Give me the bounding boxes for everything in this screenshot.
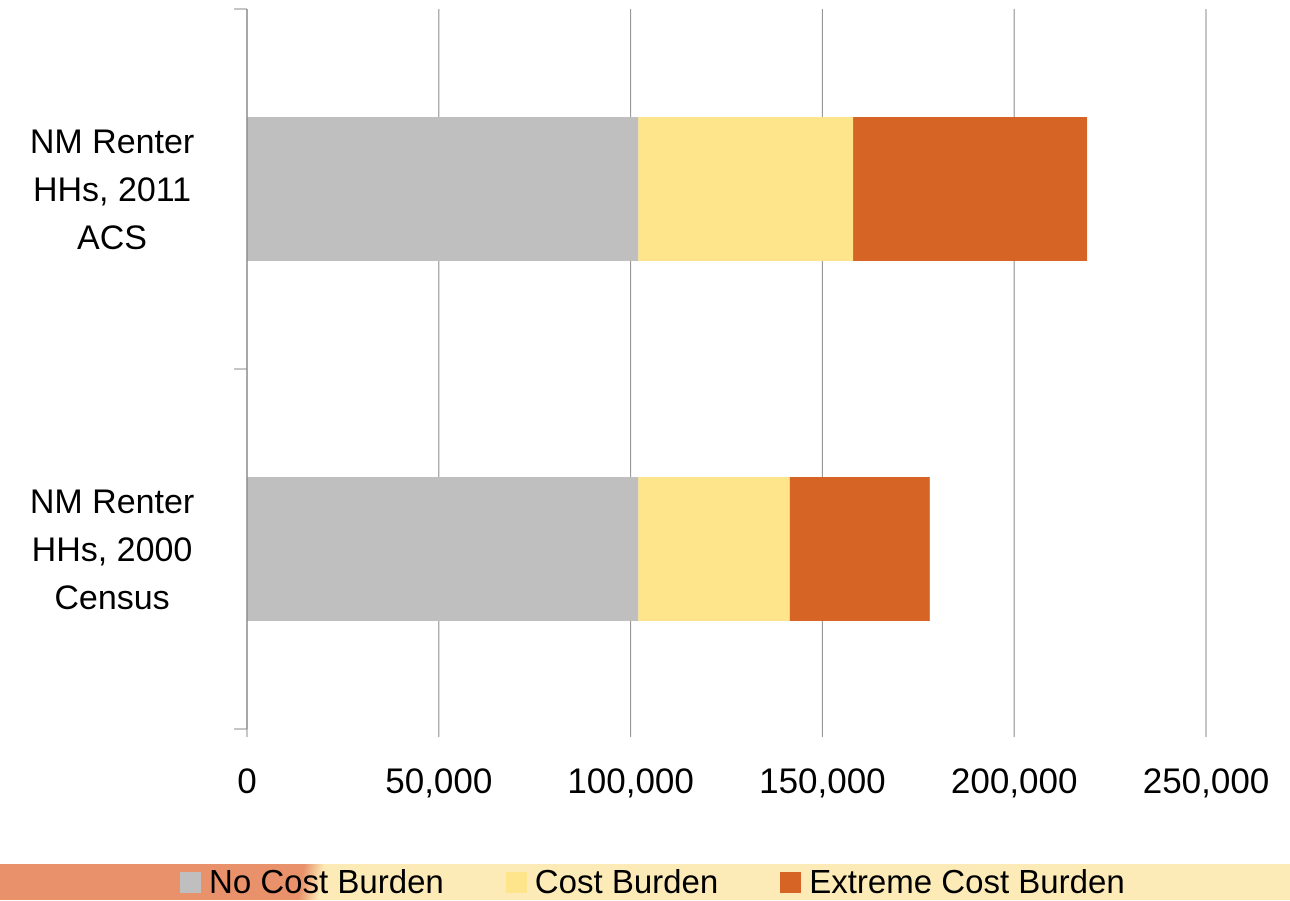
stacked-bar-chart: NM Renter HHs, 2011 ACS NM Renter HHs, 2000 C…	[30, 8, 1269, 801]
bars	[247, 117, 1088, 621]
legend-label: Extreme Cost Burden	[809, 863, 1125, 900]
axes	[234, 8, 1207, 737]
category-label: NM Renter	[30, 483, 194, 521]
bar-segment	[247, 117, 639, 261]
legend-background	[0, 864, 1290, 900]
category-label: Census	[54, 579, 169, 617]
legend-swatch-extreme-cost-burden	[780, 871, 802, 893]
bar-segment	[247, 477, 639, 621]
x-tick-label: 0	[237, 762, 256, 801]
legend-item-cost-burden: Cost Burden	[505, 863, 719, 901]
bar-segment	[853, 117, 1088, 261]
x-tick-label: 150,000	[759, 762, 886, 801]
category-label: HHs, 2011	[33, 171, 191, 209]
x-tick-label: 50,000	[385, 762, 492, 801]
legend-item-extreme-cost-burden: Extreme Cost Burden	[780, 863, 1125, 901]
legend-swatch-cost-burden	[505, 871, 527, 893]
legend-label: Cost Burden	[534, 863, 719, 900]
x-tick-label: 200,000	[951, 762, 1078, 801]
category-label: ACS	[77, 219, 147, 257]
legend-item-no-cost-burden: No Cost Burden	[180, 863, 444, 901]
bar-segment	[638, 117, 854, 261]
x-tick-label: 250,000	[1143, 762, 1270, 801]
category-labels: NM Renter HHs, 2011 ACS NM Renter HHs, 2000 C…	[30, 123, 194, 617]
x-tick-label: 100,000	[567, 762, 694, 801]
legend-label: No Cost Burden	[209, 863, 444, 900]
category-label: HHs, 2000	[32, 531, 193, 569]
bar-segment	[638, 477, 790, 621]
x-tick-labels: 0 50,000 100,000 150,000 200,000 250,000	[237, 762, 1269, 801]
legend-swatch-no-cost-burden	[180, 871, 201, 893]
category-label: NM Renter	[30, 123, 194, 161]
bar-segment	[789, 477, 930, 621]
legend: No Cost Burden Cost Burden Extreme Cost …	[180, 863, 1125, 901]
